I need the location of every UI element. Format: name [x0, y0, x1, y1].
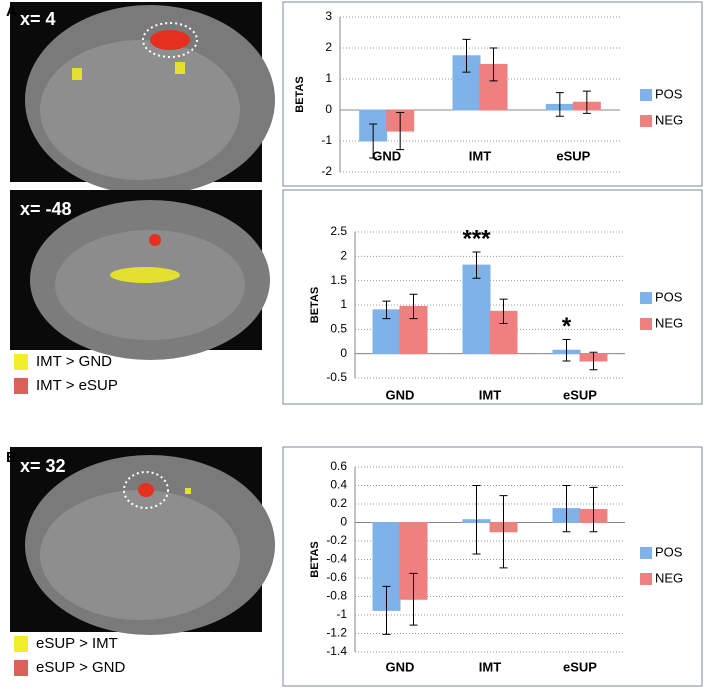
y-tick-label: -0.5: [326, 370, 347, 384]
y-axis-label: BETAS: [309, 541, 321, 577]
y-tick-label: 1: [340, 297, 347, 311]
x-tick-label: GND: [386, 387, 415, 402]
legend-label: POS: [655, 289, 683, 304]
x-tick-label: eSUP: [563, 659, 597, 674]
y-axis-label: BETAS: [309, 287, 321, 323]
error-bar: [369, 123, 378, 159]
error-bar: [489, 47, 498, 82]
x-tick-label: GND: [372, 148, 401, 163]
legend-swatch: [14, 378, 28, 394]
legend-label: POS: [655, 544, 683, 559]
legend-swatch: [640, 89, 652, 101]
legend-label: NEG: [655, 112, 683, 127]
significance-mark: *: [562, 313, 572, 340]
y-tick-label: 2: [340, 249, 347, 263]
brain-image: [10, 190, 270, 360]
legend-swatch: [14, 660, 28, 676]
y-tick-label: 2.5: [330, 224, 347, 238]
error-bar: [396, 111, 405, 151]
error-bar: [382, 585, 391, 635]
y-tick-label: -0.2: [326, 533, 347, 547]
y-tick-label: -1.2: [326, 626, 347, 640]
error-bar: [589, 351, 598, 371]
legend-swatch: [14, 636, 28, 652]
y-tick-label: 0.5: [330, 322, 347, 336]
y-tick-label: 0.4: [330, 478, 347, 492]
chart-frame: [282, 446, 703, 687]
x-tick-label: IMT: [469, 148, 491, 163]
y-tick-label: 2: [325, 40, 332, 54]
y-tick-label: 0.2: [330, 496, 347, 510]
legend-swatch: [640, 318, 652, 330]
legend-swatch: [640, 573, 652, 585]
y-tick-label: 1.5: [330, 273, 347, 287]
y-tick-label: 0: [340, 515, 347, 529]
y-tick-label: 0: [340, 346, 347, 360]
error-bar: [382, 300, 391, 320]
y-tick-label: -1.4: [326, 644, 347, 658]
legend-swatch: [640, 292, 652, 304]
x-tick-label: GND: [386, 659, 415, 674]
panel-label: A: [6, 3, 17, 20]
y-tick-label: -1: [336, 607, 347, 621]
error-bar: [499, 298, 508, 324]
brain-image: [10, 2, 275, 195]
legend-label: eSUP > GND: [36, 659, 126, 676]
legend-label: IMT > GND: [36, 353, 112, 370]
legend-swatch: [640, 547, 652, 559]
brain-image: [10, 447, 275, 635]
legend-label: NEG: [655, 570, 683, 585]
legend-label: NEG: [655, 315, 683, 330]
error-bar: [555, 92, 564, 117]
y-tick-label: -0.6: [326, 570, 347, 584]
image-label: x= -48: [20, 199, 72, 219]
error-bar: [562, 339, 571, 362]
y-tick-label: -1: [321, 133, 332, 147]
legend-label: IMT > eSUP: [36, 377, 118, 394]
x-tick-label: eSUP: [563, 387, 597, 402]
image-label: x= 4: [20, 9, 56, 29]
legend-label: POS: [655, 86, 683, 101]
error-bar: [562, 485, 571, 533]
chart-frame: [282, 189, 703, 405]
legend-swatch: [14, 354, 28, 370]
x-tick-label: IMT: [479, 387, 501, 402]
bar: [462, 264, 491, 355]
panel-label: B: [6, 449, 17, 466]
error-bar: [409, 293, 418, 320]
legend-swatch: [640, 115, 652, 127]
y-tick-label: -2: [321, 164, 332, 178]
error-bar: [589, 486, 598, 533]
x-tick-label: IMT: [479, 659, 501, 674]
y-tick-label: -0.8: [326, 589, 347, 603]
error-bar: [472, 251, 481, 279]
y-tick-label: 0.6: [330, 459, 347, 473]
y-tick-label: 1: [325, 71, 332, 85]
error-bar: [462, 38, 471, 73]
y-axis-label: BETAS: [294, 76, 306, 112]
error-bar: [582, 90, 591, 114]
error-bar: [472, 485, 481, 555]
x-tick-label: eSUP: [556, 148, 590, 163]
y-tick-label: -0.4: [326, 552, 347, 566]
significance-mark: ***: [462, 225, 491, 252]
y-tick-label: 0: [325, 102, 332, 116]
y-tick-label: 3: [325, 9, 332, 23]
legend-label: eSUP > IMT: [36, 635, 118, 652]
error-bar: [409, 572, 418, 626]
image-label: x= 32: [20, 456, 66, 476]
error-bar: [499, 495, 508, 569]
